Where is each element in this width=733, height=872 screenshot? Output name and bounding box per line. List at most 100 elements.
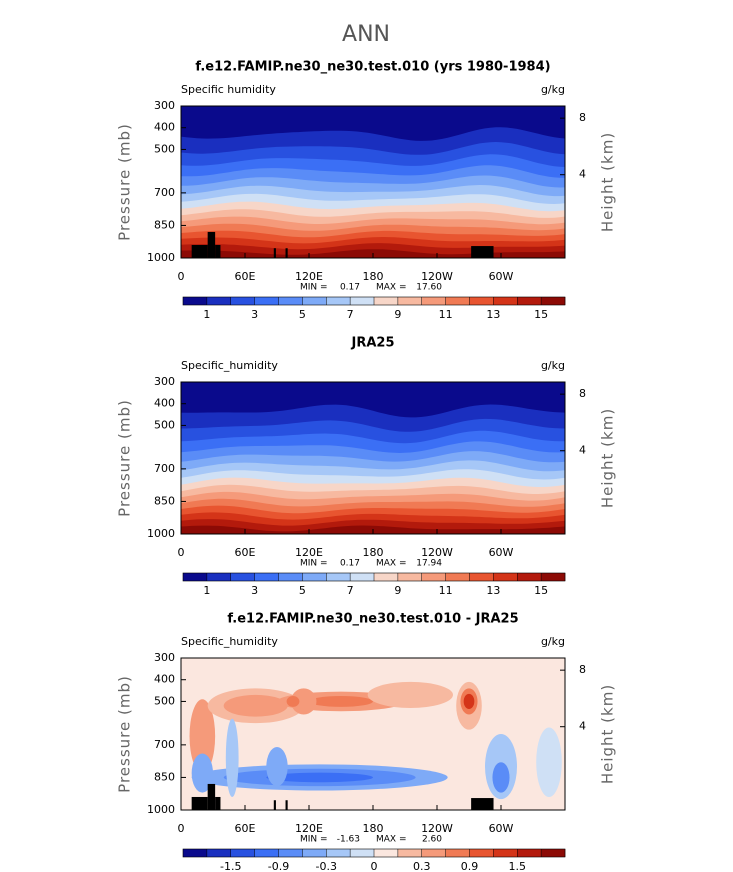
- colorbar-swatch: [206, 297, 232, 305]
- colorbar-swatch: [278, 573, 303, 581]
- min-value: 0.17: [340, 559, 360, 569]
- max-value: 2.60: [422, 835, 442, 845]
- colorbar-swatch: [278, 297, 303, 305]
- panel-title: f.e12.FAMIP.ne30_ne30.test.010 - JRA25: [227, 612, 518, 627]
- topography: [191, 796, 208, 810]
- x-tick-label: 60E: [235, 546, 256, 559]
- colorbar-swatch: [230, 297, 255, 305]
- figure-title: ANN: [342, 22, 390, 47]
- colorbar-label: -0.3: [316, 860, 337, 872]
- min-value: -1.63: [337, 835, 360, 845]
- topography: [273, 248, 276, 258]
- colorbar-label: 13: [486, 584, 500, 597]
- variable-name: Specific humidity: [181, 83, 276, 96]
- colorbar-label: 15: [534, 584, 548, 597]
- y-tick-label: 1000: [147, 251, 175, 264]
- y2-axis-label: Height (km): [599, 684, 617, 784]
- colorbar-label: 3: [251, 584, 258, 597]
- colorbar-label: 15: [534, 308, 548, 321]
- colorbar-swatch: [183, 849, 208, 857]
- colorbar-label: 0.9: [461, 860, 479, 872]
- topography: [215, 244, 221, 258]
- x-tick-label: 60E: [235, 270, 256, 283]
- colorbar-swatch: [350, 849, 375, 857]
- colorbar-label: 11: [439, 584, 453, 597]
- y-tick-label: 400: [154, 121, 175, 134]
- colorbar-swatch: [183, 297, 208, 305]
- y2-tick-label: 4: [579, 444, 586, 457]
- max-value: 17.94: [416, 559, 442, 569]
- contour-band: [290, 688, 317, 715]
- y-tick-label: 300: [154, 99, 175, 112]
- y-tick-label: 400: [154, 673, 175, 686]
- colorbar-label: 1: [203, 308, 210, 321]
- x-tick-label: 0: [178, 822, 185, 835]
- contour-band: [367, 681, 454, 708]
- min-value: 0.17: [340, 283, 360, 293]
- contour-band: [266, 747, 288, 787]
- y2-tick-label: 4: [579, 168, 586, 181]
- y-axis-label: Pressure (mb): [116, 399, 134, 517]
- colorbar-swatch: [445, 849, 470, 857]
- min-label: MIN =: [300, 835, 328, 845]
- colorbar-swatch: [374, 297, 399, 305]
- colorbar-swatch: [350, 297, 375, 305]
- colorbar-label: 1: [203, 584, 210, 597]
- colorbar-label: 1.5: [509, 860, 527, 872]
- colorbar-label: 9: [394, 584, 401, 597]
- contour-band: [463, 693, 475, 710]
- contour-band: [223, 694, 288, 717]
- colorbar-swatch: [493, 573, 518, 581]
- colorbar-swatch: [326, 297, 351, 305]
- contour-field: [181, 106, 565, 258]
- colorbar-swatch: [206, 573, 232, 581]
- y2-axis-label: Height (km): [599, 408, 617, 508]
- colorbar-swatch: [445, 297, 470, 305]
- colorbar-label: 7: [347, 308, 354, 321]
- colorbar-swatch: [397, 573, 423, 581]
- min-label: MIN =: [300, 559, 328, 569]
- contour-band: [266, 772, 373, 783]
- colorbar-swatch: [421, 849, 446, 857]
- x-tick-label: 120W: [421, 822, 453, 835]
- y-axis-label: Pressure (mb): [116, 123, 134, 241]
- colorbar-label: -1.5: [220, 860, 241, 872]
- contour-band: [517, 660, 565, 713]
- x-tick-label: 120E: [295, 546, 323, 559]
- x-tick-label: 60E: [235, 822, 256, 835]
- contour-band: [225, 718, 239, 797]
- topography: [207, 783, 216, 810]
- topography: [285, 248, 288, 258]
- topography: [191, 244, 208, 258]
- panel-title: f.e12.FAMIP.ne30_ne30.test.010 (yrs 1980…: [195, 60, 550, 75]
- colorbar-swatch: [254, 297, 279, 305]
- y-tick-label: 400: [154, 397, 175, 410]
- y-tick-label: 700: [154, 186, 175, 199]
- y-tick-label: 850: [154, 770, 175, 783]
- colorbar-swatch: [326, 849, 351, 857]
- topography: [215, 796, 221, 810]
- x-tick-label: 180: [363, 546, 384, 559]
- colorbar-swatch: [183, 573, 208, 581]
- y-tick-label: 1000: [147, 527, 175, 540]
- x-tick-label: 0: [178, 546, 185, 559]
- min-label: MIN =: [300, 283, 328, 293]
- colorbar-label: 0.3: [413, 860, 431, 872]
- y-tick-label: 300: [154, 651, 175, 664]
- colorbar-swatch: [350, 573, 375, 581]
- units: g/kg: [541, 83, 565, 96]
- max-value: 17.60: [416, 283, 442, 293]
- contour-band: [309, 696, 373, 707]
- y2-tick-label: 8: [579, 387, 586, 400]
- topography: [471, 798, 494, 810]
- contour-field: [181, 658, 565, 810]
- y2-axis-label: Height (km): [599, 132, 617, 232]
- topography: [273, 800, 276, 810]
- colorbar-swatch: [397, 849, 423, 857]
- colorbar-swatch: [421, 573, 446, 581]
- contour-band: [492, 762, 510, 793]
- colorbar-swatch: [374, 573, 399, 581]
- colorbar-swatch: [254, 849, 279, 857]
- y-tick-label: 300: [154, 375, 175, 388]
